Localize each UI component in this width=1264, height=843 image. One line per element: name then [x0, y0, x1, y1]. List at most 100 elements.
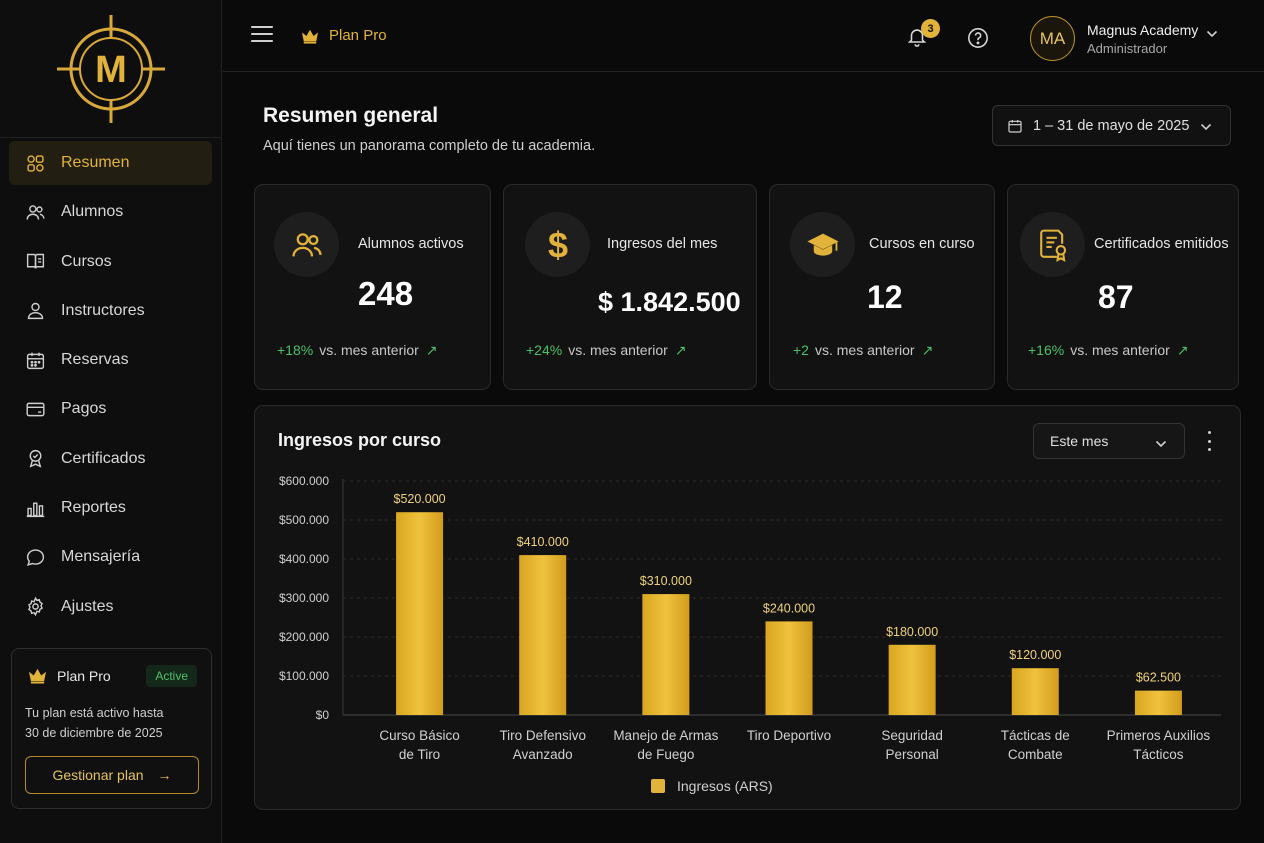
kpi-delta: +2 vs. mes anterior ↗ — [793, 342, 933, 359]
bar-value-label: $120.000 — [1009, 648, 1061, 662]
help-icon[interactable] — [967, 27, 989, 54]
period-select[interactable]: Este mes — [1033, 423, 1185, 459]
kpi-card-alumnos[interactable]: Alumnos activos 248 +18% vs. mes anterior… — [254, 184, 491, 390]
sidebar-item-label: Pagos — [61, 400, 107, 418]
bell-icon[interactable] — [906, 25, 928, 53]
menu-icon[interactable] — [251, 26, 273, 46]
trend-up-icon: ↗ — [674, 342, 687, 358]
x-tick-label: Manejo de Armas — [613, 728, 718, 743]
plan-card-title: Plan Pro — [57, 667, 111, 684]
kpi-delta-text: vs. mes anterior — [1070, 342, 1170, 358]
users-icon — [24, 201, 46, 223]
avatar[interactable]: MA — [1030, 16, 1075, 61]
date-range-label: 1 – 31 de mayo de 2025 — [1033, 117, 1190, 134]
dollar-icon: $ — [525, 212, 590, 277]
users-icon — [274, 212, 339, 277]
kpi-delta: +18% vs. mes anterior ↗ — [277, 342, 438, 359]
page-subtitle: Aquí tienes un panorama completo de tu a… — [263, 138, 596, 154]
x-tick-label: Primeros Auxilios — [1107, 728, 1211, 743]
manage-plan-label: Gestionar plan — [52, 767, 144, 783]
sidebar-item-alumnos[interactable]: Alumnos — [9, 190, 212, 234]
trend-up-icon: ↗ — [425, 342, 438, 358]
bar — [642, 594, 690, 715]
kpi-label: Alumnos activos — [358, 236, 464, 252]
revenue-bar-chart: $0 $100.000 $200.000 $300.000 $400.000 $500.0… — [279, 474, 1221, 762]
x-tick-label: Curso Básico — [379, 728, 459, 743]
plan-card: Plan Pro Active Tu plan está activo hast… — [11, 648, 212, 809]
revenue-chart-card: $0 $100.000 $200.000 $300.000 $400.000 $500.0… — [254, 405, 1241, 810]
y-tick-label: $500.000 — [279, 513, 329, 527]
sidebar: M Resumen Alumnos Cursos Instructores — [0, 0, 222, 843]
user-name[interactable]: Magnus Academy — [1087, 22, 1199, 38]
plan-label: Plan Pro — [329, 27, 387, 44]
kpi-value: 87 — [1098, 279, 1134, 315]
y-tick-label: $100.000 — [279, 669, 329, 683]
x-tick-label: Personal — [885, 747, 938, 762]
card-icon — [24, 398, 46, 420]
sidebar-item-instructores[interactable]: Instructores — [9, 289, 212, 333]
sidebar-item-certificados[interactable]: Certificados — [9, 437, 212, 481]
kpi-card-cursos[interactable]: Cursos en curso 12 +2 vs. mes anterior ↗ — [769, 184, 995, 390]
bar — [1134, 690, 1182, 715]
sidebar-item-cursos[interactable]: Cursos — [9, 240, 212, 284]
svg-text:$: $ — [547, 227, 567, 263]
sidebar-nav: Resumen Alumnos Cursos Instructores Rese… — [0, 138, 221, 629]
period-label: Este mes — [1050, 433, 1109, 449]
sidebar-item-ajustes[interactable]: Ajustes — [9, 585, 212, 629]
certificate-icon — [1020, 212, 1085, 277]
badge-icon — [24, 448, 46, 470]
x-tick-label: Tiro Defensivo — [499, 728, 586, 743]
kpi-delta-text: vs. mes anterior — [319, 342, 419, 358]
kpi-card-ingresos[interactable]: $ Ingresos del mes $ 1.842.500 +24% vs. m… — [503, 184, 757, 390]
more-options-icon[interactable] — [1203, 431, 1215, 451]
bar — [519, 555, 567, 715]
sidebar-item-label: Resumen — [61, 154, 130, 171]
x-tick-label: Combate — [1008, 747, 1063, 762]
bar-value-label: $520.000 — [394, 492, 446, 506]
kpi-label: Cursos en curso — [869, 236, 975, 252]
kpi-card-certificados[interactable]: Certificados emitidos 87 +16% vs. mes ant… — [1007, 184, 1239, 390]
manage-plan-button[interactable]: Gestionar plan → — [25, 756, 199, 794]
arrow-right-icon: → — [157, 767, 172, 783]
bar-value-label: $62.500 — [1136, 671, 1181, 685]
sidebar-item-label: Reportes — [61, 499, 126, 517]
crown-icon — [29, 668, 46, 684]
page-title: Resumen general — [263, 104, 439, 127]
crown-icon — [302, 29, 318, 44]
user-role: Administrador — [1087, 41, 1168, 56]
sidebar-item-label: Certificados — [61, 449, 146, 467]
bar — [396, 512, 444, 715]
kpi-delta-value: +16% — [1028, 342, 1065, 358]
bar-value-label: $180.000 — [886, 625, 938, 639]
date-range-select[interactable]: 1 – 31 de mayo de 2025 — [992, 105, 1231, 146]
status-badge: Active — [146, 665, 197, 687]
sidebar-item-pagos[interactable]: Pagos — [9, 387, 212, 431]
bar-chart-icon — [24, 497, 46, 519]
kpi-label: Ingresos del mes — [607, 236, 718, 252]
legend-label: Ingresos (ARS) — [677, 778, 773, 794]
bar-value-label: $310.000 — [640, 574, 692, 588]
kpi-delta-value: +24% — [526, 342, 563, 358]
sidebar-item-reportes[interactable]: Reportes — [9, 486, 212, 530]
calendar-icon — [1008, 119, 1022, 133]
sidebar-item-label: Instructores — [61, 301, 145, 319]
plan-card-text-line: Tu plan está activo hasta — [25, 706, 164, 720]
user-icon — [24, 300, 46, 322]
plan-indicator[interactable]: Plan Pro — [300, 27, 387, 44]
kpi-delta-text: vs. mes anterior — [814, 342, 915, 358]
sidebar-item-mensajeria[interactable]: Mensajería — [9, 535, 212, 579]
chevron-down-icon[interactable] — [1206, 26, 1218, 44]
x-tick-label: Seguridad — [881, 728, 943, 743]
x-tick-label: Tácticos — [1133, 747, 1184, 762]
sidebar-item-reservas[interactable]: Reservas — [9, 338, 212, 382]
sidebar-item-label: Reservas — [61, 351, 129, 369]
sidebar-item-resumen[interactable]: Resumen — [9, 141, 212, 185]
trend-up-icon: ↗ — [1176, 342, 1189, 358]
logo: M — [0, 0, 221, 138]
brand-letter: M — [95, 49, 127, 91]
graduation-cap-icon — [790, 212, 855, 277]
sidebar-item-label: Ajustes — [61, 597, 114, 615]
chart-legend: Ingresos (ARS) — [651, 778, 773, 794]
kpi-delta-text: vs. mes anterior — [568, 342, 668, 358]
bar — [765, 621, 813, 715]
